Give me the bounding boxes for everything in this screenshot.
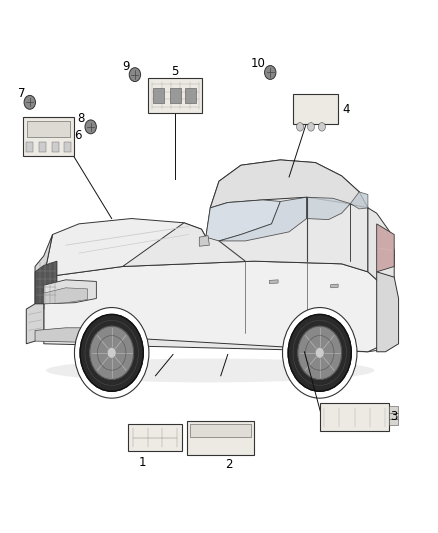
Polygon shape xyxy=(26,304,44,344)
Text: 4: 4 xyxy=(342,103,350,116)
Polygon shape xyxy=(35,235,53,309)
Text: 8: 8 xyxy=(78,112,85,125)
FancyBboxPatch shape xyxy=(190,424,251,437)
Circle shape xyxy=(265,66,276,79)
Polygon shape xyxy=(307,197,350,220)
FancyBboxPatch shape xyxy=(27,122,70,137)
FancyBboxPatch shape xyxy=(320,403,389,431)
Text: 7: 7 xyxy=(18,87,26,100)
Polygon shape xyxy=(199,236,209,246)
Polygon shape xyxy=(44,280,96,304)
FancyBboxPatch shape xyxy=(153,88,164,103)
Polygon shape xyxy=(219,197,307,241)
Polygon shape xyxy=(350,192,368,209)
Circle shape xyxy=(315,348,324,358)
Circle shape xyxy=(288,314,351,391)
Circle shape xyxy=(24,95,35,109)
Circle shape xyxy=(298,326,342,379)
FancyBboxPatch shape xyxy=(64,142,71,152)
Polygon shape xyxy=(377,224,394,272)
Polygon shape xyxy=(35,261,57,304)
Circle shape xyxy=(307,123,314,131)
Polygon shape xyxy=(123,160,368,272)
Polygon shape xyxy=(269,280,278,284)
Circle shape xyxy=(80,314,143,391)
Text: 2: 2 xyxy=(225,458,233,471)
FancyBboxPatch shape xyxy=(185,88,196,103)
Circle shape xyxy=(297,123,304,131)
Polygon shape xyxy=(44,288,88,304)
FancyBboxPatch shape xyxy=(187,421,254,455)
Circle shape xyxy=(80,314,143,391)
FancyBboxPatch shape xyxy=(170,88,181,103)
FancyBboxPatch shape xyxy=(23,117,74,156)
Circle shape xyxy=(315,348,324,358)
FancyBboxPatch shape xyxy=(389,419,398,425)
FancyBboxPatch shape xyxy=(52,142,59,152)
Text: 10: 10 xyxy=(251,58,266,70)
Circle shape xyxy=(74,308,149,398)
Circle shape xyxy=(288,314,351,391)
Circle shape xyxy=(107,348,116,358)
FancyBboxPatch shape xyxy=(128,424,182,451)
FancyBboxPatch shape xyxy=(293,94,338,124)
Circle shape xyxy=(298,326,342,379)
Circle shape xyxy=(107,348,116,358)
FancyBboxPatch shape xyxy=(389,406,398,413)
FancyBboxPatch shape xyxy=(39,142,46,152)
Circle shape xyxy=(90,326,134,379)
FancyBboxPatch shape xyxy=(148,78,202,113)
Polygon shape xyxy=(44,219,206,277)
Ellipse shape xyxy=(46,358,374,383)
Polygon shape xyxy=(44,261,385,352)
Circle shape xyxy=(318,123,325,131)
Text: 5: 5 xyxy=(172,65,179,78)
FancyBboxPatch shape xyxy=(26,142,33,152)
Polygon shape xyxy=(35,328,110,342)
Circle shape xyxy=(283,308,357,398)
Polygon shape xyxy=(368,208,394,288)
FancyBboxPatch shape xyxy=(389,413,398,419)
Text: 3: 3 xyxy=(391,410,398,423)
Circle shape xyxy=(90,326,134,379)
Polygon shape xyxy=(44,333,385,352)
Circle shape xyxy=(129,68,141,82)
Polygon shape xyxy=(331,284,338,288)
Text: 9: 9 xyxy=(122,60,130,72)
Text: 6: 6 xyxy=(74,130,82,142)
Polygon shape xyxy=(377,272,399,352)
Polygon shape xyxy=(206,200,280,241)
Polygon shape xyxy=(210,160,368,208)
Text: 1: 1 xyxy=(138,456,146,469)
Circle shape xyxy=(85,120,96,134)
